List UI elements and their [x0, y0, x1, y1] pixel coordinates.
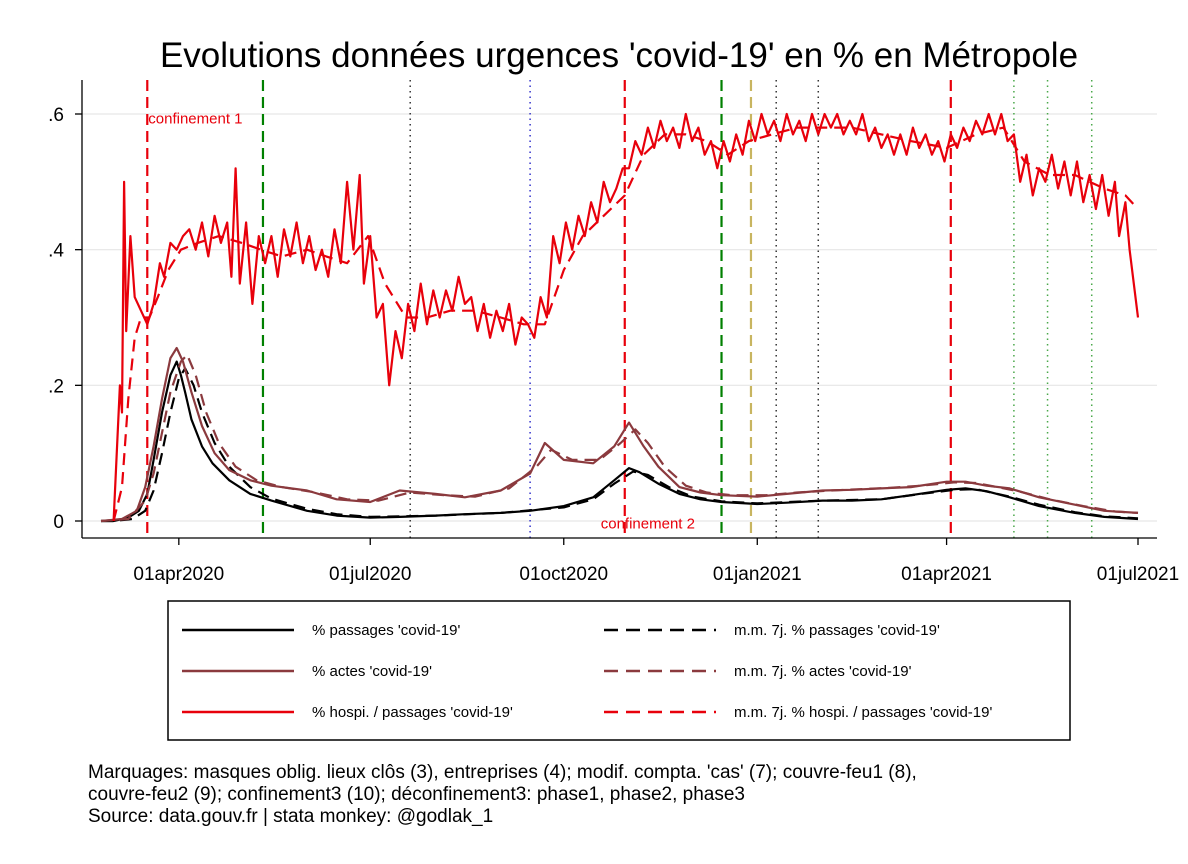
note-line: Source: data.gouv.fr | stata monkey: @go… — [88, 806, 493, 827]
series-line — [101, 360, 1139, 523]
note-line: couvre-feu2 (9); confinement3 (10); déco… — [88, 784, 745, 805]
legend-label: m.m. 7j. % hospi. / passages 'covid-19' — [734, 704, 992, 721]
chart-title: Evolutions données urgences 'covid-19' e… — [160, 36, 1078, 75]
x-tick-label: 01oct2020 — [519, 564, 608, 585]
y-tick-label: .6 — [48, 105, 64, 126]
x-tick-label: 01apr2020 — [133, 564, 224, 585]
y-tick-label: 0 — [53, 512, 64, 533]
legend-label: % hospi. / passages 'covid-19' — [312, 704, 513, 721]
series-line — [112, 126, 1139, 522]
legend-label: % actes 'covid-19' — [312, 663, 432, 680]
legend-label: m.m. 7j. % actes 'covid-19' — [734, 663, 912, 680]
event-label: confinement 1 — [148, 110, 242, 127]
notes: Marquages: masques oblig. lieux clôs (3)… — [88, 762, 917, 827]
series-group — [100, 112, 1140, 523]
event-lines: confinement 1 confinement 2 — [146, 80, 1093, 538]
event-label: confinement 2 — [601, 515, 695, 532]
x-tick-label: 01apr2021 — [901, 564, 992, 585]
y-tick-label: .2 — [48, 376, 64, 397]
legend: % passages 'covid-19' m.m. 7j. % passages… — [167, 600, 1071, 741]
note-line: Marquages: masques oblig. lieux clôs (3)… — [88, 762, 917, 783]
legend-label: % passages 'covid-19' — [312, 622, 460, 639]
x-tick-label: 01jul2020 — [329, 564, 411, 585]
series-line — [101, 367, 1139, 523]
y-tick-label: .4 — [48, 241, 64, 262]
axes: 0 .2 .4 .6 01apr2020 01jul2020 01oct2020 01jan2… — [48, 80, 1179, 585]
x-tick-label: 01jul2021 — [1097, 564, 1179, 585]
series-line — [112, 112, 1140, 522]
x-tick-label: 01jan2021 — [713, 564, 802, 585]
legend-label: m.m. 7j. % passages 'covid-19' — [734, 622, 940, 639]
legend-box — [167, 600, 1071, 741]
series-line — [100, 353, 1139, 523]
series-line — [100, 346, 1139, 523]
